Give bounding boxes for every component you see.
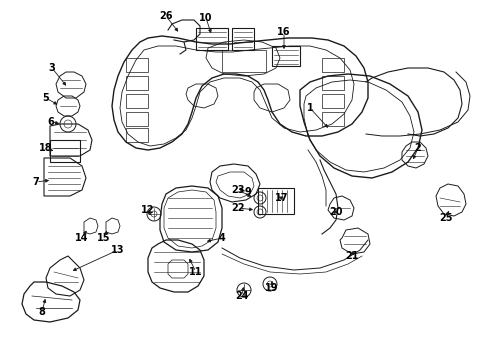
- Text: 9: 9: [245, 187, 251, 197]
- Text: 7: 7: [33, 177, 39, 187]
- Text: 24: 24: [235, 291, 249, 301]
- Text: 26: 26: [159, 11, 173, 21]
- Text: 18: 18: [39, 143, 53, 153]
- Bar: [50, 140, 80, 162]
- Bar: [322, 58, 344, 72]
- Bar: [126, 128, 148, 142]
- Bar: [126, 76, 148, 90]
- Bar: [126, 112, 148, 126]
- Text: 14: 14: [75, 233, 89, 243]
- Text: 8: 8: [39, 307, 46, 317]
- Bar: [126, 58, 148, 72]
- Bar: [222, 50, 266, 72]
- Text: 17: 17: [275, 193, 289, 203]
- Text: 19: 19: [265, 283, 279, 293]
- Text: 2: 2: [415, 143, 421, 153]
- Text: 15: 15: [97, 233, 111, 243]
- Text: 12: 12: [141, 205, 155, 215]
- Text: 25: 25: [439, 213, 453, 223]
- Text: 13: 13: [111, 245, 125, 255]
- Bar: [126, 94, 148, 108]
- Text: 1: 1: [307, 103, 314, 113]
- Text: 23: 23: [231, 185, 245, 195]
- Text: 16: 16: [277, 27, 291, 37]
- Bar: [322, 94, 344, 108]
- Text: 21: 21: [345, 251, 359, 261]
- Bar: [232, 28, 254, 50]
- Text: 22: 22: [231, 203, 245, 213]
- Text: 10: 10: [199, 13, 213, 23]
- Bar: [258, 188, 294, 214]
- Bar: [322, 112, 344, 126]
- Bar: [322, 76, 344, 90]
- Text: 4: 4: [219, 233, 225, 243]
- Text: 5: 5: [43, 93, 49, 103]
- Bar: [272, 46, 300, 66]
- Text: 6: 6: [48, 117, 54, 127]
- Bar: [196, 28, 228, 50]
- Text: 3: 3: [49, 63, 55, 73]
- Text: 20: 20: [329, 207, 343, 217]
- Text: 11: 11: [189, 267, 203, 277]
